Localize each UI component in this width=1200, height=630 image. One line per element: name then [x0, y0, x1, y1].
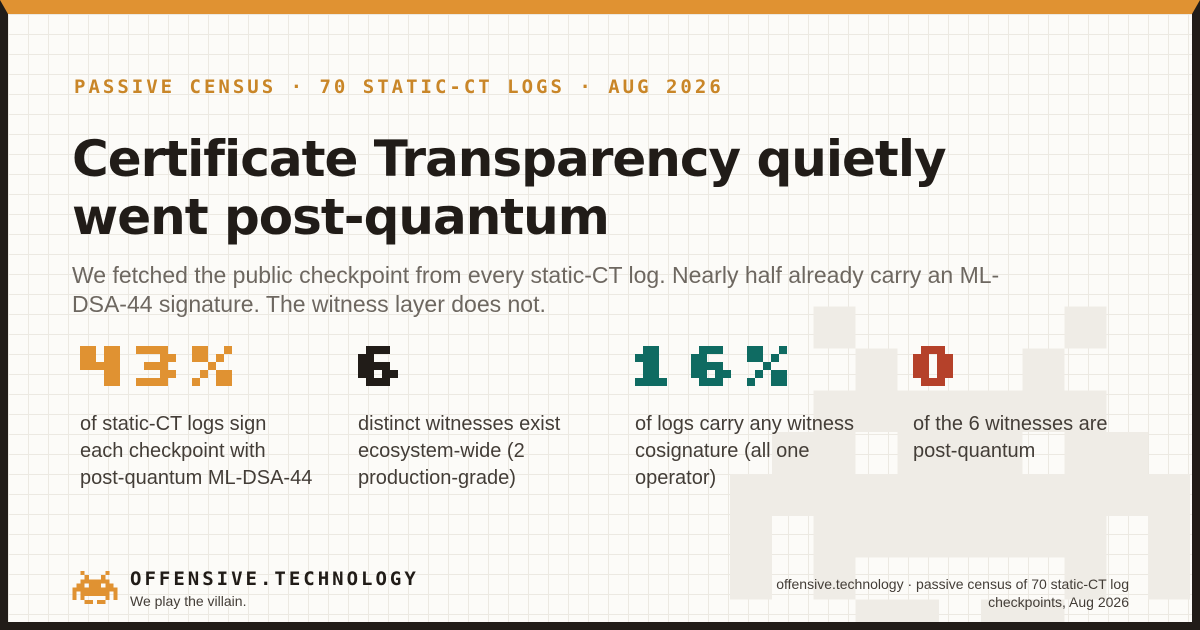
page-title: Certificate Transparency quietly went po…	[72, 130, 947, 246]
brand-tagline: We play the villain.	[130, 593, 247, 609]
stat-value: 6	[358, 346, 593, 386]
stat-pq-witnesses: 0 of the 6 witnesses are post-quantum	[913, 346, 1148, 465]
stat-witnesses: 6 distinct witnesses exist ecosystem-wid…	[358, 346, 593, 492]
subtitle: We fetched the public checkpoint from ev…	[72, 262, 1000, 317]
background-invader-icon	[730, 306, 1190, 622]
space-invader-icon	[72, 571, 118, 604]
stat-description: of the 6 witnesses are post-quantum	[913, 413, 1108, 462]
stat-description: of static-CT logs sign each checkpoint w…	[80, 413, 313, 489]
eyebrow: PASSIVE CENSUS · 70 STATIC-CT LOGS · AUG…	[74, 76, 724, 98]
stat-description: of logs carry any witness cosignature (a…	[635, 413, 854, 489]
pixel-number: 6	[358, 346, 398, 386]
brand-name: OFFENSIVE.TECHNOLOGY	[130, 568, 419, 590]
stat-pq-logs: 43% of static-CT logs sign each checkpoi…	[80, 346, 315, 492]
stat-description: distinct witnesses exist ecosystem-wide …	[358, 413, 561, 489]
stat-value: 43%	[80, 346, 315, 386]
pixel-number: 16%	[635, 346, 787, 386]
stat-value: 16%	[635, 346, 870, 386]
source-credit: offensive.technology · passive census of…	[776, 576, 1129, 610]
pixel-number: 0	[913, 346, 953, 386]
pixel-number: 43%	[80, 346, 232, 386]
stat-cosigned-logs: 16% of logs carry any witness cosignatur…	[635, 346, 870, 492]
stat-value: 0	[913, 346, 1148, 386]
